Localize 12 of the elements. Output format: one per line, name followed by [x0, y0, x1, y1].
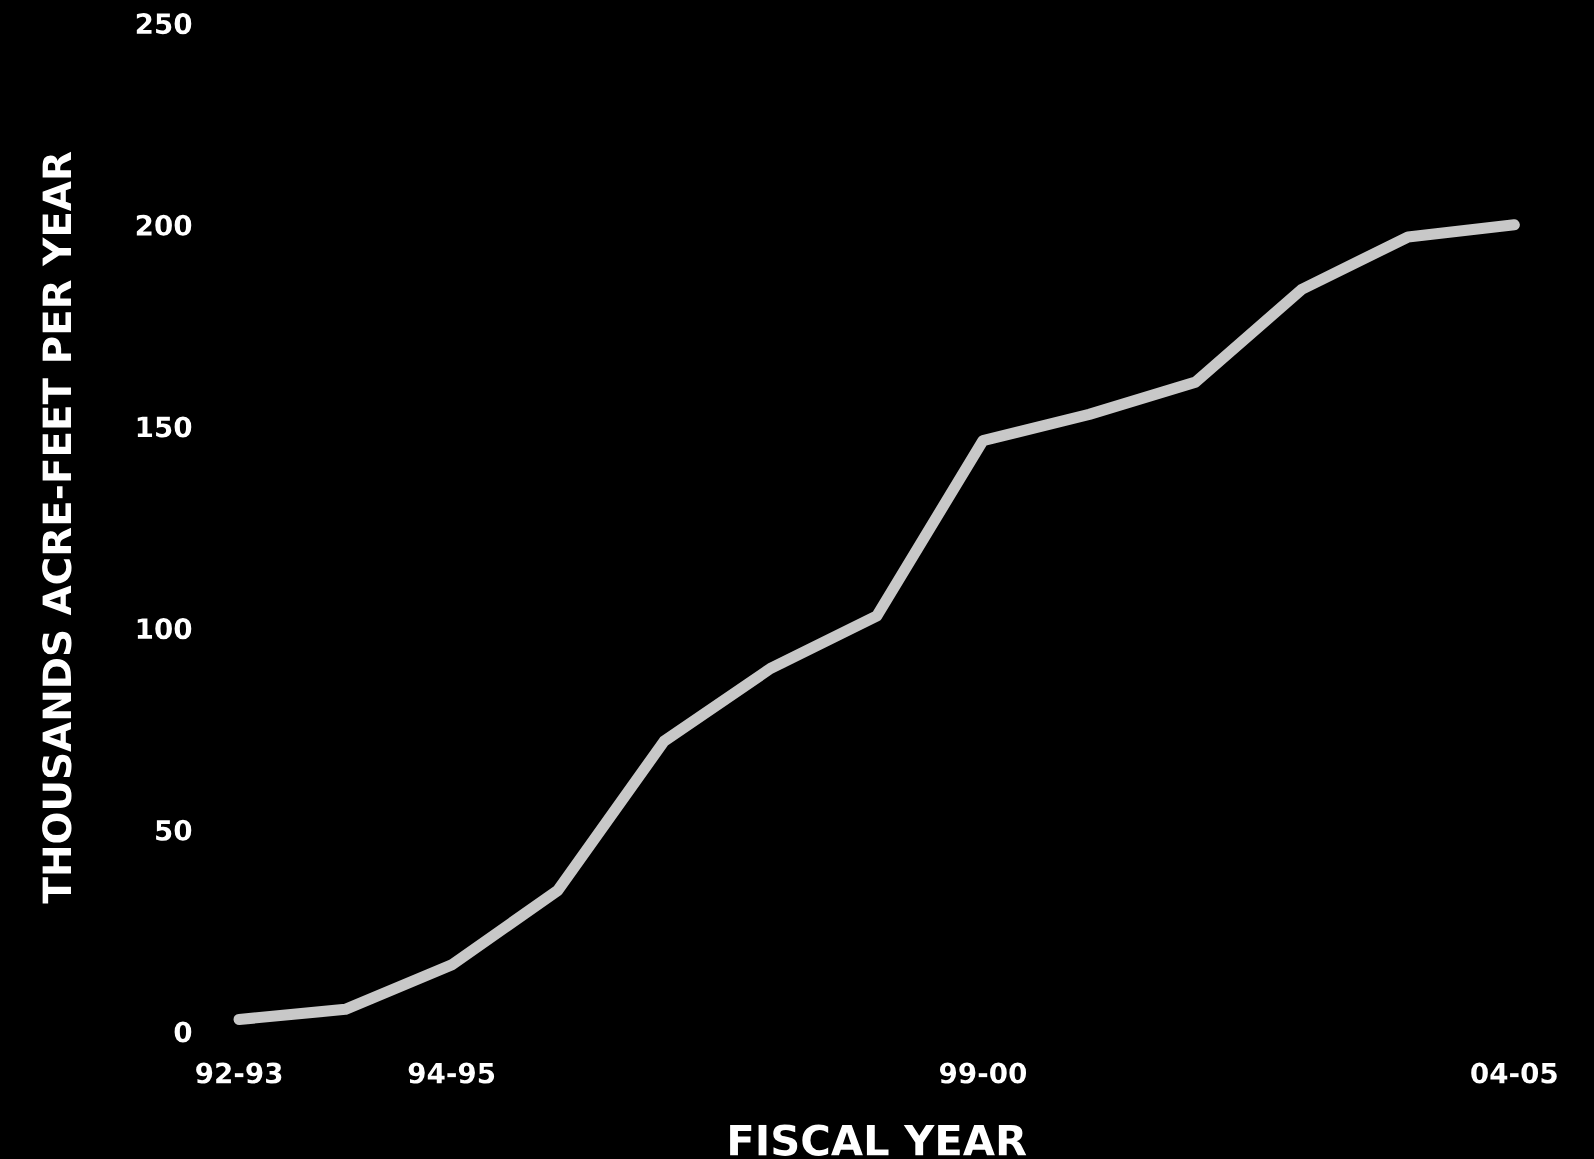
- x-tick-label: 99-00: [939, 1062, 1027, 1084]
- y-tick-label: 50: [156, 819, 192, 841]
- x-tick-label: 92-93: [196, 1062, 282, 1084]
- y-tick-label: 200: [136, 214, 192, 236]
- y-tick-label: 150: [137, 416, 192, 438]
- x-axis-title: FISCAL YEAR: [730, 1124, 1027, 1156]
- y-axis-title: THOUSANDS ACRE-FEET PER YEAR: [42, 151, 72, 904]
- x-tick-label: 94-95: [408, 1062, 495, 1084]
- y-tick-label: 0: [174, 1021, 192, 1043]
- y-tick-label: 250: [136, 13, 192, 35]
- x-tick-label: 04-05: [1471, 1062, 1557, 1084]
- y-tick-label: 100: [137, 618, 192, 640]
